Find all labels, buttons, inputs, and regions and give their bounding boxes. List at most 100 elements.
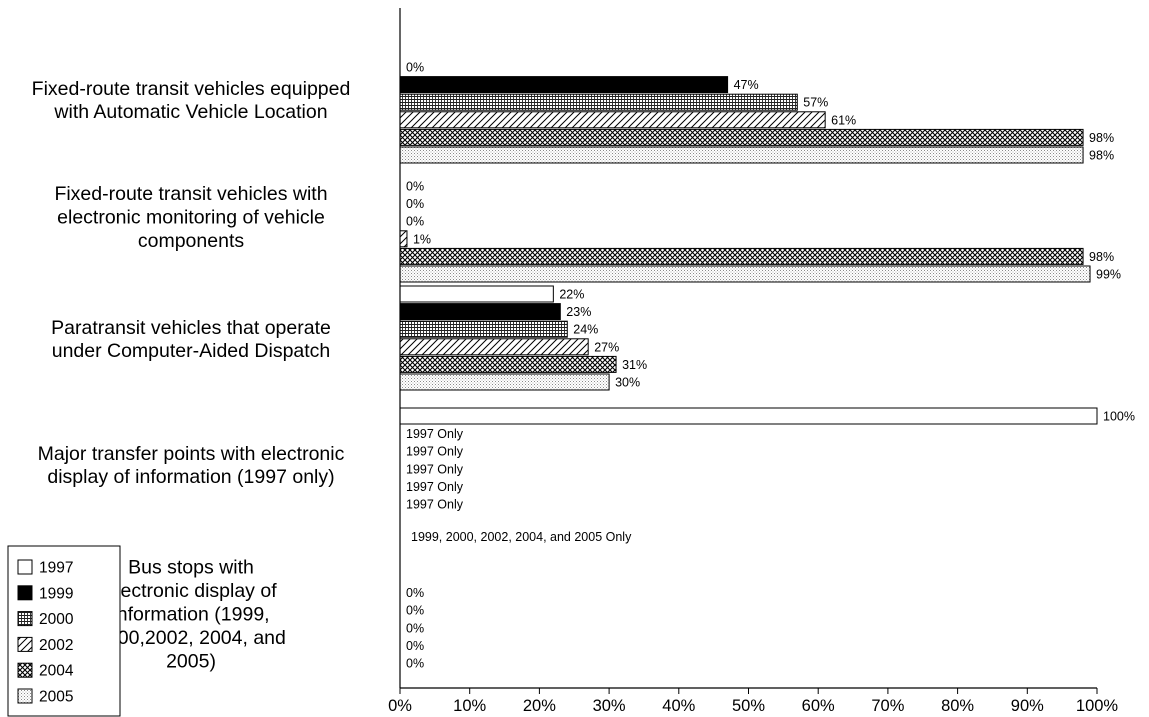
legend-item-2000: 2000 [17,611,74,628]
data-label: 0% [406,61,424,75]
category-labels: Fixed-route transit vehicles equippedwit… [32,78,351,673]
bar [399,303,561,321]
x-axis-ticks: 0% 10% 20% 30% 40% 50% 60% 70% 80% 90% 100% [388,688,1118,715]
data-label: 1997 Only [406,498,464,512]
data-label: 57% [803,96,828,110]
data-label: 1% [413,232,431,246]
data-label: 1997 Only [406,480,464,494]
category-label-line: components [138,230,244,252]
x-tick-label: 30% [593,697,626,715]
legend-label: 2000 [39,611,74,628]
category-label-line: with Automatic Vehicle Location [53,101,327,123]
category-label-line: display of information (1997 only) [47,466,334,488]
bar [399,230,408,248]
bar [399,247,1084,265]
data-label: 61% [831,113,856,127]
legend-item-1999: 1999 [17,585,73,602]
data-label: 0% [406,197,424,211]
category-label-line: Paratransit vehicles that operate [51,317,331,339]
legend-swatch [17,662,33,678]
data-label: 98% [1089,250,1114,264]
data-label: 23% [566,305,591,319]
category-label: Fixed-route transit vehicles equippedwit… [32,78,351,123]
series-1999: 47% 0% 23% 1997 Only 0% [399,76,759,600]
category-label-line: Fixed-route transit vehicles equipped [32,78,351,100]
bar [399,407,1098,425]
bar [399,285,554,303]
category-label-line: Major transfer points with electronic [38,443,345,465]
x-tick-label: 20% [523,697,556,715]
legend-item-1997: 1997 [17,559,73,577]
data-label: 0% [406,215,424,229]
legend-swatch [17,636,33,652]
x-tick-label: 50% [732,697,765,715]
bar [399,355,617,373]
bar [399,76,729,94]
bar [399,320,568,338]
data-label: 1997 Only [406,445,464,459]
data-label: 24% [573,323,598,337]
annotation: 1999, 2000, 2002, 2004, and 2005 Only [411,530,632,544]
series-2002: 61% 1% 27% 1997 Only 0% [399,111,856,635]
data-label: 22% [559,288,584,302]
data-label: 0% [406,657,424,671]
legend-item-2005: 2005 [17,688,73,706]
data-label: 98% [1089,149,1114,163]
data-label: 31% [622,358,647,372]
data-label: 0% [406,586,424,600]
x-tick-label: 80% [941,697,974,715]
bar [399,265,1091,283]
category-label: Fixed-route transit vehicles withelectro… [54,183,327,252]
bar [399,373,610,391]
data-label: 0% [406,639,424,653]
legend-label: 2004 [39,663,74,680]
category-label-line: 2000,2002, 2004, and [96,627,286,649]
bar [399,128,1084,146]
legend-item-2004: 2004 [17,662,74,680]
x-tick-label: 40% [662,697,695,715]
legend-swatch [17,559,33,575]
data-label: 47% [734,78,759,92]
legend-swatch [17,585,33,601]
data-label: 0% [406,180,424,194]
data-label: 100% [1103,410,1135,424]
data-label: 1997 Only [406,427,464,441]
bar [399,93,798,111]
bar [399,146,1084,164]
x-tick-label: 10% [453,697,486,715]
plot-area: 0% 0% 22% 100% 47% 0% 23% 1997 Only 0% 57% 0% 24% 19… [399,8,1135,689]
series-2004: 98% 98% 31% 1997 Only 0% [399,128,1114,653]
data-label: 0% [406,621,424,635]
category-label: Major transfer points with electronicdis… [38,443,345,488]
category-label-line: 2005) [166,650,216,672]
data-label: 0% [406,604,424,618]
data-label: 1997 Only [406,462,464,476]
category-label-line: Bus stops with [128,557,254,579]
x-tick-label: 100% [1076,697,1119,715]
bar [399,111,826,129]
legend-label: 2005 [39,689,73,706]
bar [399,338,589,356]
category-label-line: electronic display of [105,580,277,602]
x-tick-label: 60% [802,697,835,715]
legend-label: 1999 [39,585,73,602]
legend: 1997 1999 2000 2002 2004 2005 [7,545,121,717]
legend-label: 1997 [39,560,73,577]
category-label-line: information (1999, [112,604,269,626]
x-tick-label: 0% [388,697,412,715]
legend-swatch [17,611,33,627]
legend-label: 2002 [39,637,73,654]
category-label-line: Fixed-route transit vehicles with [54,183,327,205]
x-tick-label: 70% [871,697,904,715]
data-label: 27% [594,340,619,354]
data-label: 30% [615,376,640,390]
legend-swatch [17,688,33,704]
data-label: 98% [1089,131,1114,145]
x-tick-label: 90% [1011,697,1044,715]
category-label-line: electronic monitoring of vehicle [57,207,325,229]
series-2005: 98% 99% 30% 1997 Only 0% [399,146,1121,671]
category-label-line: under Computer-Aided Dispatch [52,340,331,362]
